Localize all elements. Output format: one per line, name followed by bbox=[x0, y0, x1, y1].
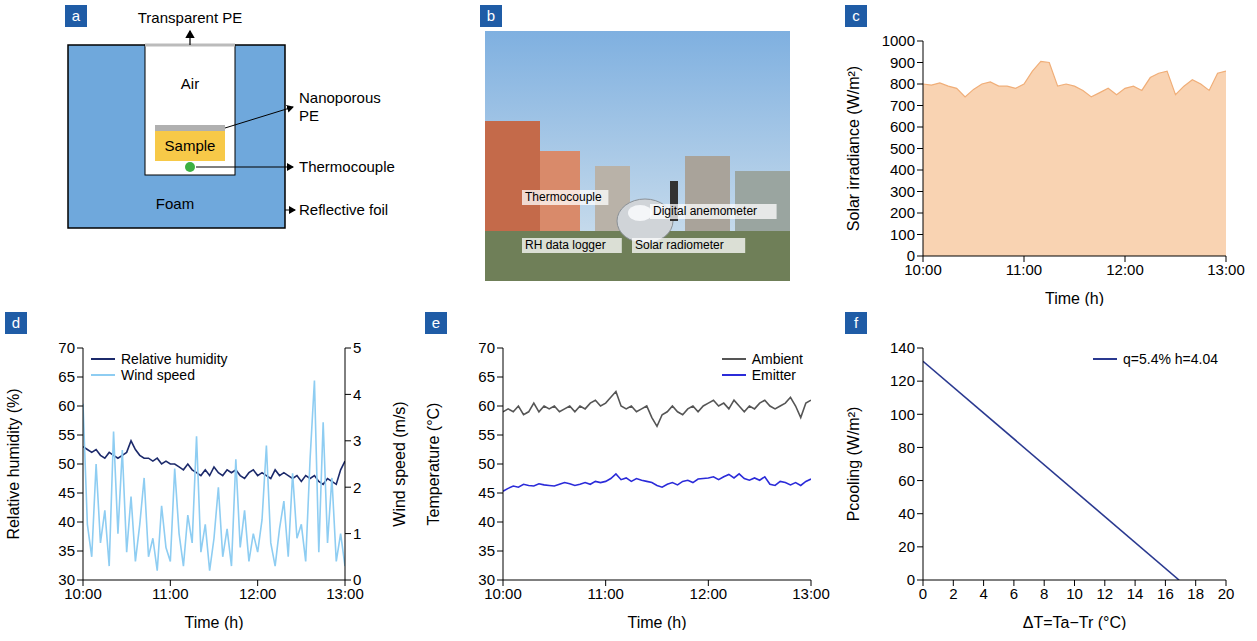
svg-text:50: 50 bbox=[478, 455, 495, 472]
svg-text:2: 2 bbox=[353, 479, 361, 496]
svg-text:35: 35 bbox=[478, 542, 495, 559]
svg-text:11:00: 11:00 bbox=[1006, 261, 1042, 278]
svg-text:1: 1 bbox=[353, 525, 361, 542]
html-text:Transparent PE: Transparent PE bbox=[137, 9, 243, 26]
svg-text:45: 45 bbox=[478, 484, 495, 501]
svg-text:30: 30 bbox=[58, 571, 75, 588]
svg-text:6: 6 bbox=[1010, 585, 1018, 602]
html-text:Air: Air bbox=[180, 75, 200, 92]
svg-text:800: 800 bbox=[890, 75, 915, 92]
svg-text:300: 300 bbox=[890, 183, 915, 200]
html-text:Relative humidity: Relative humidity bbox=[121, 351, 228, 367]
svg-text:60: 60 bbox=[58, 397, 75, 414]
svg-text:12:00: 12:00 bbox=[239, 585, 277, 602]
svg-text:10: 10 bbox=[1066, 585, 1083, 602]
svg-text:10:00: 10:00 bbox=[484, 584, 522, 602]
svg-text:1000: 1000 bbox=[882, 32, 915, 49]
html-text:d: d bbox=[11, 314, 21, 331]
svg-text:2: 2 bbox=[949, 585, 957, 602]
svg-text:4: 4 bbox=[353, 386, 361, 403]
html-text:Emitter: Emitter bbox=[751, 367, 796, 383]
html-text:q=5.4% h=4.04: q=5.4% h=4.04 bbox=[1123, 351, 1218, 367]
svg-text:Relative humidity (%): Relative humidity (%) bbox=[5, 388, 22, 539]
svg-text:20: 20 bbox=[898, 538, 915, 555]
svg-text:65: 65 bbox=[58, 368, 75, 385]
svg-text:12:00: 12:00 bbox=[690, 585, 728, 602]
svg-text:Solar radiometer: Solar radiometer bbox=[635, 238, 724, 252]
html-text:Foam: Foam bbox=[155, 195, 195, 212]
html-text:b: b bbox=[486, 7, 496, 24]
svg-text:12: 12 bbox=[1096, 585, 1113, 602]
svg-text:40: 40 bbox=[58, 513, 75, 530]
svg-text:50: 50 bbox=[58, 455, 75, 472]
svg-text:13:00: 13:00 bbox=[792, 585, 830, 602]
svg-text:18: 18 bbox=[1187, 585, 1204, 602]
svg-text:Time (h): Time (h) bbox=[185, 614, 244, 630]
svg-text:40: 40 bbox=[898, 505, 915, 522]
svg-text:13:00: 13:00 bbox=[1207, 261, 1245, 278]
html-text:Reflective foil: Reflective foil bbox=[299, 201, 389, 218]
svg-text:45: 45 bbox=[58, 484, 75, 501]
svg-text:100: 100 bbox=[890, 406, 915, 423]
svg-text:600: 600 bbox=[890, 118, 915, 135]
svg-text:10:00: 10:00 bbox=[904, 260, 942, 278]
svg-text:Pcooling (W/m²): Pcooling (W/m²) bbox=[845, 407, 862, 522]
html-text:Thermocouple: Thermocouple bbox=[299, 158, 395, 175]
svg-text:0: 0 bbox=[919, 585, 927, 602]
svg-text:11:00: 11:00 bbox=[152, 585, 188, 602]
svg-text:60: 60 bbox=[478, 397, 495, 414]
svg-text:500: 500 bbox=[890, 140, 915, 157]
svg-text:Digital anemometer: Digital anemometer bbox=[653, 204, 757, 218]
svg-text:120: 120 bbox=[890, 372, 915, 389]
svg-text:70: 70 bbox=[58, 339, 75, 356]
svg-text:11:00: 11:00 bbox=[587, 585, 623, 602]
svg-text:4: 4 bbox=[979, 585, 987, 602]
svg-text:8: 8 bbox=[1040, 585, 1048, 602]
svg-text:60: 60 bbox=[898, 472, 915, 489]
svg-text:14: 14 bbox=[1127, 585, 1144, 602]
html-text:Ambient: Ambient bbox=[751, 351, 803, 367]
svg-text:5: 5 bbox=[353, 339, 361, 356]
svg-text:10:00: 10:00 bbox=[64, 584, 102, 602]
svg-text:ΔT=Ta−Tr (°C): ΔT=Ta−Tr (°C) bbox=[1023, 614, 1127, 630]
html-text:Nanoporous PE: Nanoporous PE bbox=[299, 89, 381, 124]
svg-text:0: 0 bbox=[353, 571, 361, 588]
svg-text:20: 20 bbox=[1218, 585, 1235, 602]
svg-text:700: 700 bbox=[890, 97, 915, 114]
svg-text:Temperature (°C): Temperature (°C) bbox=[425, 403, 442, 526]
svg-text:Time (h): Time (h) bbox=[628, 614, 687, 630]
svg-text:30: 30 bbox=[478, 571, 495, 588]
html-text:e: e bbox=[431, 314, 441, 331]
svg-text:Solar irradiance (W/m²): Solar irradiance (W/m²) bbox=[845, 66, 862, 231]
svg-text:3: 3 bbox=[353, 432, 361, 449]
svg-text:12:00: 12:00 bbox=[1106, 261, 1144, 278]
svg-text:13:00: 13:00 bbox=[326, 584, 364, 602]
svg-text:Wind speed (m/s): Wind speed (m/s) bbox=[391, 401, 408, 526]
svg-text:140: 140 bbox=[890, 339, 915, 356]
svg-text:400: 400 bbox=[890, 161, 915, 178]
html-text:a: a bbox=[71, 7, 81, 24]
svg-text:Thermocouple: Thermocouple bbox=[525, 190, 602, 204]
svg-text:80: 80 bbox=[898, 439, 915, 456]
svg-text:RH data logger: RH data logger bbox=[525, 238, 606, 252]
html-text:c: c bbox=[852, 7, 860, 24]
svg-text:55: 55 bbox=[478, 426, 495, 443]
svg-text:900: 900 bbox=[890, 54, 915, 71]
html-text:Wind speed: Wind speed bbox=[121, 367, 195, 383]
svg-text:35: 35 bbox=[58, 542, 75, 559]
svg-text:55: 55 bbox=[58, 426, 75, 443]
svg-text:Time (h): Time (h) bbox=[1045, 290, 1104, 306]
svg-text:0: 0 bbox=[907, 571, 915, 588]
html-text:f: f bbox=[853, 314, 859, 331]
svg-text:0: 0 bbox=[907, 247, 915, 264]
svg-text:70: 70 bbox=[478, 339, 495, 356]
svg-text:16: 16 bbox=[1157, 585, 1174, 602]
svg-text:100: 100 bbox=[890, 226, 915, 243]
svg-text:40: 40 bbox=[478, 513, 495, 530]
svg-text:65: 65 bbox=[478, 368, 495, 385]
svg-text:200: 200 bbox=[890, 204, 915, 221]
html-text:Sample: Sample bbox=[164, 137, 216, 154]
